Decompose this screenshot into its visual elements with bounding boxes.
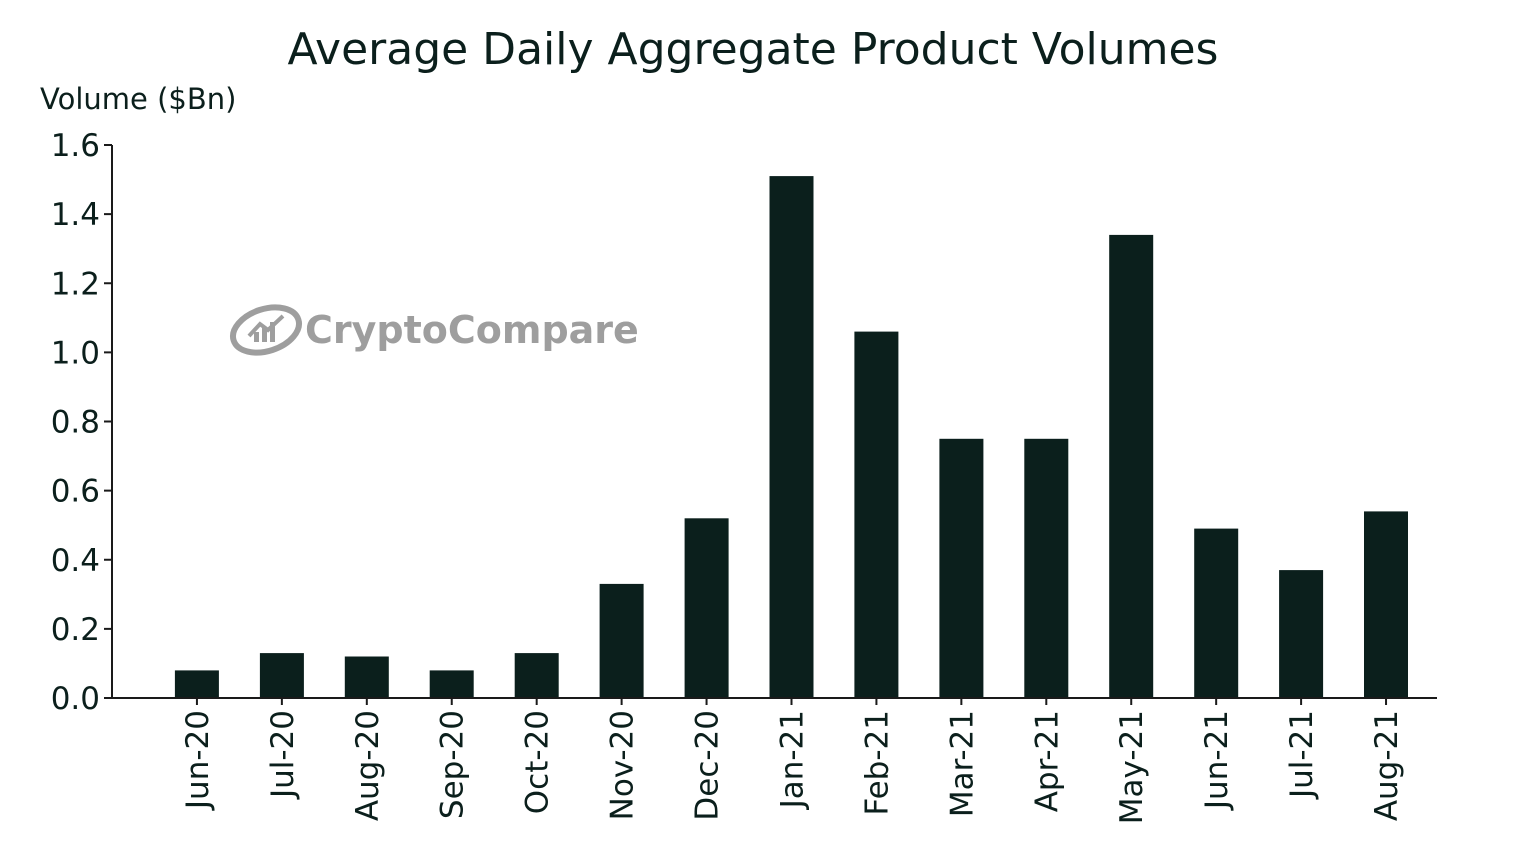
y-tick-label: 0.4 [51,543,100,579]
bar-jul-20 [259,653,304,698]
bar-feb-21 [854,331,899,698]
bar-dec-20 [684,518,729,698]
x-tick-label: May-21 [1114,710,1150,824]
bar-jun-21 [1194,528,1239,698]
bars-layer [174,176,1408,699]
bar-aug-20 [344,656,389,698]
y-tick-label: 0.2 [51,612,100,648]
bar-jun-20 [174,670,219,698]
x-tick-label: Aug-20 [350,710,386,821]
y-tick-label: 0.0 [51,681,100,717]
x-tick-label: Jan-21 [774,710,810,810]
x-tick-label: Jul-21 [1284,710,1320,800]
x-tick-label: Oct-20 [520,710,556,814]
chart-title: Average Daily Aggregate Product Volumes [288,24,1219,75]
y-tick-label: 1.4 [51,197,100,233]
watermark-text: CryptoCompare [305,308,639,352]
y-tick-label: 0.8 [51,405,100,441]
bar-may-21 [1109,234,1154,698]
bar-jul-21 [1279,570,1324,698]
y-tick-label: 0.6 [51,474,100,510]
x-tick-label: Dec-20 [690,710,726,821]
cryptocompare-logo-icon [230,304,302,356]
y-ticks-layer: 0.0 0.2 0.4 0.6 0.8 1.0 1.2 1.4 1.6 [51,128,112,717]
x-tick-label: Jun-21 [1199,710,1235,811]
bar-apr-21 [1024,438,1069,698]
bar-mar-21 [939,438,984,698]
x-tick-label: Jun-20 [180,710,216,811]
x-tick-label: Apr-21 [1029,710,1065,812]
bar-oct-20 [514,653,559,698]
y-tick-label: 1.2 [51,266,100,302]
x-tick-label: Sep-20 [435,710,471,819]
x-tick-label: Nov-20 [605,710,641,820]
x-tick-label: Mar-21 [944,710,980,817]
y-tick-label: 1.0 [51,335,100,371]
x-tick-label: Feb-21 [859,710,895,816]
bar-nov-20 [599,583,644,698]
bar-sep-20 [429,670,474,698]
y-tick-label: 1.6 [51,128,100,164]
bar-jan-21 [769,176,814,699]
cryptocompare-watermark: CryptoCompare [230,304,639,356]
bar-aug-21 [1364,511,1408,698]
x-tick-label: Aug-21 [1369,710,1405,821]
x-ticks-layer: Jun-20 Jul-20 Aug-20 Sep-20 Oct-20 Nov-20 Dec-… [180,698,1405,824]
y-axis-label: Volume ($Bn) [40,82,236,116]
x-tick-label: Jul-20 [265,710,301,800]
